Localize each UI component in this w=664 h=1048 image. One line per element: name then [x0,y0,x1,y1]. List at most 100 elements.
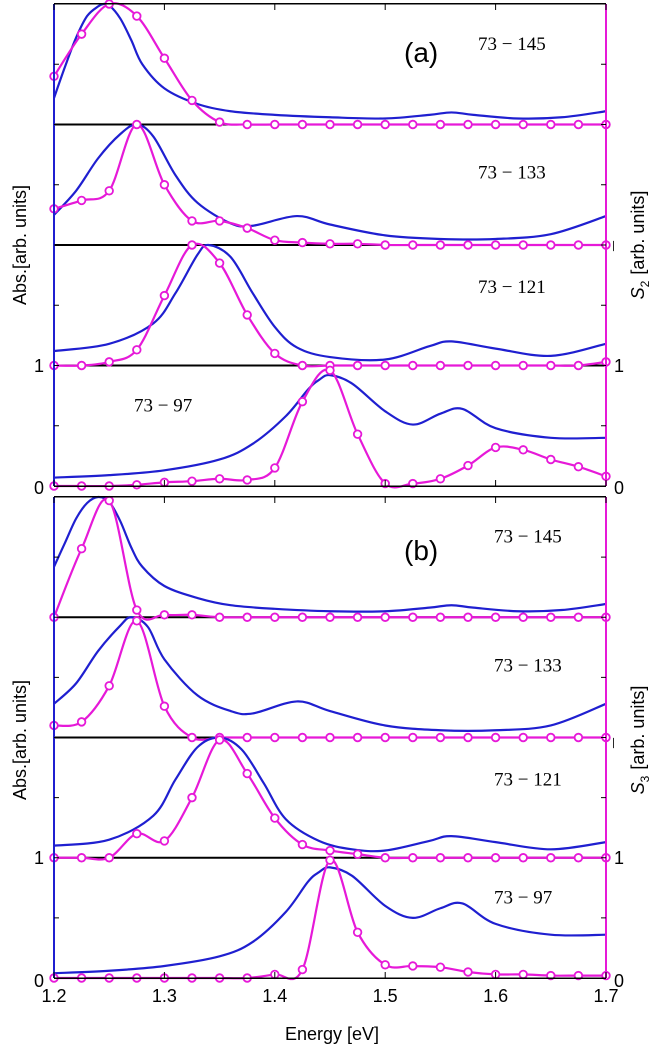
spectrum-point [270,463,280,473]
spectrum-point [159,53,170,63]
panel-b-top-spine [54,496,606,498]
spectrum-point [573,970,584,981]
trace-label: 73 − 145 [478,34,546,55]
spectrum-point [408,853,418,863]
spectrum-line [54,368,607,489]
spectrum-point [435,853,446,863]
spectrum-point [380,119,390,130]
spectrum-point [159,701,170,711]
spectrum-point [352,360,363,371]
spectrum-point [270,813,280,823]
spectrum-point [518,969,528,980]
spectrum-point [242,768,252,779]
spectrum-point [546,360,556,371]
x-tick-label: 1.2 [41,986,66,1006]
panel-a-markers [49,0,611,491]
spectrum-point [187,240,197,250]
panel-b-markers [49,495,611,983]
spectrum-point [352,612,363,622]
spectrum-point [325,119,335,130]
spectrum-point [132,829,142,839]
spectrum-point [518,240,528,250]
spectrum-point [573,119,584,130]
spectrum-point [435,962,446,972]
x-tick-label: 1.5 [373,986,398,1006]
absorption-line [53,495,607,613]
spectrum-point [408,119,418,130]
spectrum-point [242,475,252,485]
spectrum-point [435,360,446,371]
absorption-line [53,373,607,479]
spectrum-point [297,396,308,407]
panel-b-ylabel-left: Abs.[arb. units] [10,680,30,800]
spectrum-point [104,357,114,367]
panel-a-ylabel-left: Abs.[arb. units] [10,185,30,305]
spectrum-point [463,732,473,743]
spectrum-point [270,612,280,622]
panel-b-ylabel-right: S3 [arb. units] [628,686,652,795]
x-tick-label: 1.6 [483,986,508,1006]
spectrum-point [297,119,308,130]
spectrum-point [408,961,418,971]
spectrum-point [325,855,335,865]
spectrum-point [132,119,142,130]
panel-b-ticks: 1.2 1.3 1.4 1.5 1.6 1.7 [41,497,619,1006]
spectrum-point [463,612,473,622]
spectrum-point [214,216,225,226]
spectrum-point [352,429,363,439]
spectrum-point [242,732,252,743]
panel-a-bottom-spine [54,485,606,487]
spectrum-point [463,853,473,863]
spectrum-point [546,240,556,250]
spectrum-point [490,119,501,130]
spectrum-point [325,612,335,622]
spectrum-line [53,2,606,126]
spectrum-point [546,853,556,863]
trace-label: 73 − 121 [494,770,562,791]
trace-label: 73 − 133 [494,655,562,676]
spectrum-point [380,732,390,743]
spectrum-point [159,180,170,190]
spectrum-point [76,717,87,727]
panel-b-ylabel-right-bar: ¯ [611,737,631,749]
spectrum-point [242,223,252,233]
spectrum-point [573,360,584,371]
spectrum-point [435,612,446,622]
panel-a-top-spine [54,3,606,5]
spectrum-point [573,240,584,250]
absorption-line [53,866,607,975]
spectrum-point [463,460,473,471]
spectrum-point [214,474,225,484]
spectrum-point [490,442,501,453]
spectrum-point [490,853,501,863]
spectrum-point [159,836,170,846]
panel-a-tag: (a) [404,37,438,68]
panel-b-ytick-right-0: 0 [614,971,624,991]
panel-b-bottom-spine [54,977,606,979]
spectrum-line [53,619,606,741]
spectrum-point [214,117,225,127]
spectrum-line [53,123,606,247]
spectrum-point [325,732,335,743]
panel-a-ytick-right-0: 0 [614,478,624,498]
spectrum-point [408,240,418,250]
panel-a-trace-labels: 73 − 145 73 − 133 73 − 121 73 − 97 [134,34,546,417]
x-tick-label: 1.7 [593,986,618,1006]
spectrum-point [76,360,87,371]
spectrum-point [132,605,142,615]
spectrum-point [214,612,225,622]
spectrum-point [325,365,335,376]
spectrum-point [187,732,197,743]
spectrum-point [518,732,528,743]
panel-b-trace-labels: 73 − 145 73 − 133 73 − 121 73 − 97 [494,527,562,909]
spectrum-point [187,95,197,106]
panel-b-ytick-right-1: 1 [614,848,624,868]
panel-b-ytick-left-1: 1 [34,848,44,868]
panel-b-ylabel-right-units: [arb. units] [628,686,648,770]
absorption-line [53,243,607,362]
spectrum-point [380,853,390,863]
spectrum-point [104,681,114,691]
spectrum-point [435,474,446,484]
